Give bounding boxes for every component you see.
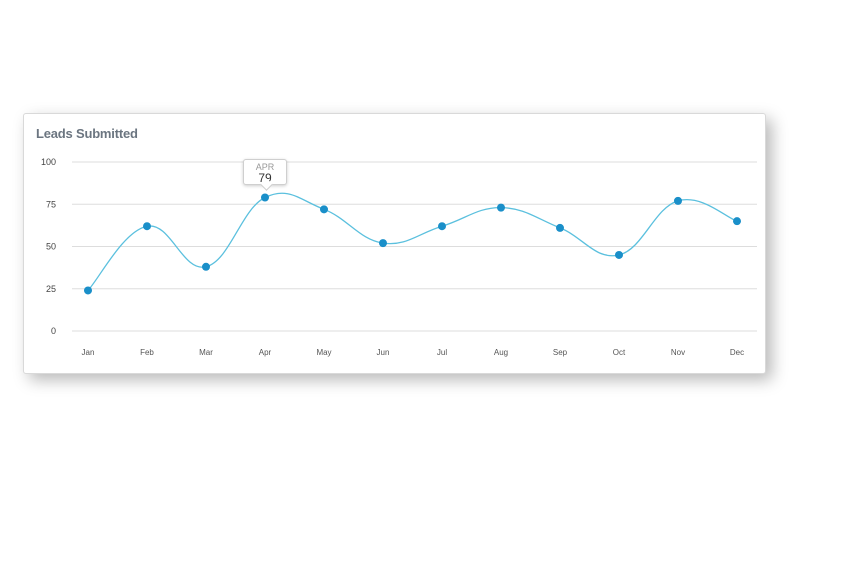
data-point-may[interactable] (320, 205, 328, 214)
x-tick-label: Sep (553, 348, 568, 357)
tooltip-month: APR (255, 162, 275, 173)
card-title: Leads Submitted (36, 126, 138, 141)
data-point-apr[interactable] (261, 193, 269, 202)
x-tick-label: Nov (671, 348, 685, 357)
x-tick-label: Mar (199, 348, 213, 357)
y-axis-ticks: 100 75 50 25 0 (41, 157, 56, 336)
x-tick-label: Jul (437, 348, 447, 357)
chart-card: Leads Submitted 100 75 50 25 0 Jan Feb Mar Apr M… (23, 113, 766, 374)
leads-line-chart: 100 75 50 25 0 Jan Feb Mar Apr May Jun Jul Aug Sep Oc… (41, 157, 757, 357)
data-point-jun[interactable] (379, 239, 387, 248)
data-points (84, 193, 741, 295)
data-point-aug[interactable] (497, 203, 505, 212)
data-point-mar[interactable] (202, 262, 210, 271)
gridlines (72, 161, 757, 332)
data-point-oct[interactable] (615, 250, 623, 259)
x-axis-ticks: Jan Feb Mar Apr May Jun Jul Aug Sep Oct Nov Dec (82, 348, 745, 357)
data-point-nov[interactable] (674, 196, 682, 205)
x-tick-label: Dec (730, 348, 744, 357)
y-tick-label: 75 (46, 199, 56, 209)
data-point-sep[interactable] (556, 223, 564, 232)
data-point-jan[interactable] (84, 286, 92, 295)
x-tick-label: Feb (140, 348, 154, 357)
x-tick-label: Oct (613, 348, 626, 357)
y-tick-label: 50 (46, 242, 56, 252)
x-tick-label: Jun (377, 348, 390, 357)
tooltip-value: 79 (258, 171, 272, 186)
x-tick-label: Aug (494, 348, 508, 357)
data-point-feb[interactable] (143, 222, 151, 231)
data-point-dec[interactable] (733, 217, 741, 226)
x-tick-label: Apr (259, 348, 272, 357)
series-line (87, 192, 738, 291)
data-point-jul[interactable] (438, 222, 446, 231)
x-tick-label: May (316, 348, 331, 357)
point-tooltip: APR 79 (243, 159, 287, 186)
y-tick-label: 25 (46, 284, 56, 294)
y-tick-label: 0 (51, 326, 56, 336)
y-tick-label: 100 (41, 157, 56, 167)
x-tick-label: Jan (82, 348, 95, 357)
